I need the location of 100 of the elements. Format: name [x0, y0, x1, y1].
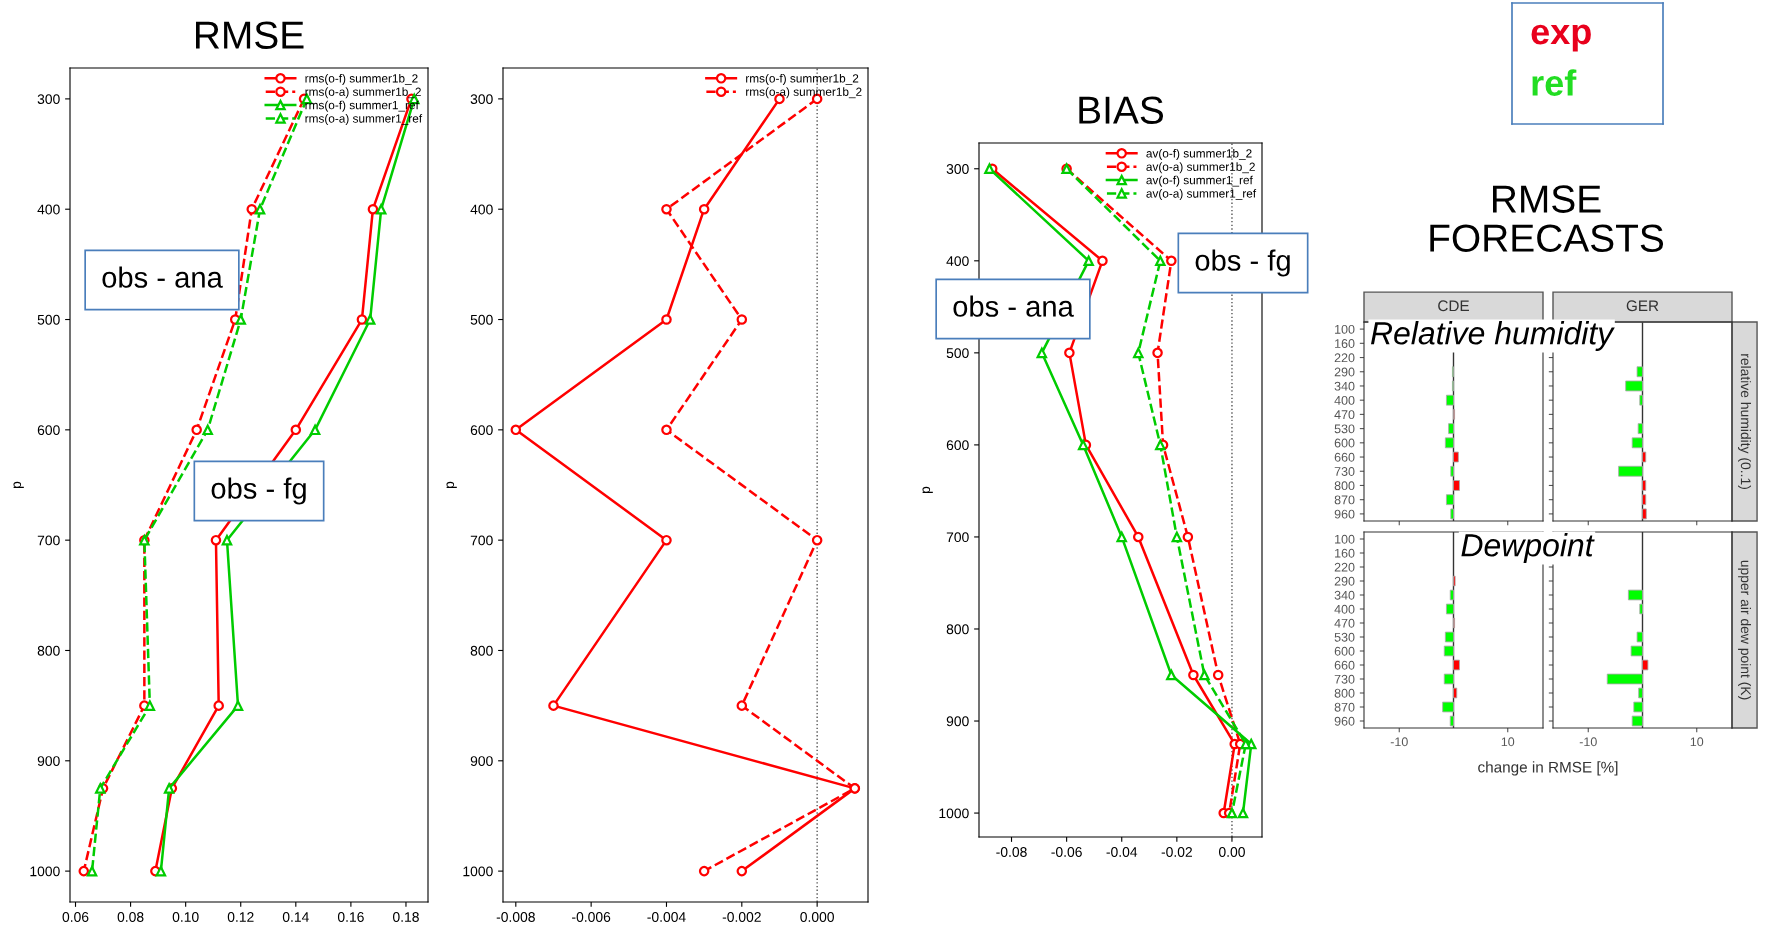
x-tick-label: 10 — [1690, 737, 1704, 747]
y-tick-label: 160 — [1335, 339, 1355, 348]
x-tick-label: 0.10 — [172, 912, 199, 922]
y-tick-label: 900 — [946, 716, 969, 727]
y-axis-title: p — [922, 486, 933, 493]
y-tick-label: 660 — [1334, 660, 1355, 670]
y-tick-label: 530 — [1334, 424, 1355, 434]
x-tick-label: -10 — [1579, 737, 1597, 747]
y-tick-label: 900 — [470, 756, 493, 766]
chart-subtitle: CDE — [1438, 300, 1469, 312]
x-tick-label: 0.16 — [337, 912, 364, 922]
x-tick-label: -0.06 — [1051, 847, 1082, 857]
y-tick-label: 700 — [37, 535, 60, 546]
y-tick-label: 870 — [1334, 702, 1355, 712]
annotation: obs - ana — [953, 295, 1074, 317]
chart-subtitle: GER — [1626, 300, 1659, 312]
y-tick-label: 900 — [37, 756, 60, 766]
y-tick-label: 400 — [1334, 395, 1355, 405]
chart-title: RMSE FORECASTS — [1430, 185, 1664, 252]
y-tick-label: 290 — [1334, 367, 1355, 377]
annotation: obs - ana — [102, 266, 223, 288]
x-tick-label: -0.02 — [1161, 847, 1192, 857]
x-tick-label: 0.00 — [1218, 847, 1245, 857]
y-tick-label: 300 — [37, 94, 60, 105]
y-tick-label: 700 — [946, 532, 969, 543]
x-tick-label: 0.18 — [393, 912, 419, 922]
y-tick-label: 600 — [37, 425, 60, 436]
x-axis-title: change in RMSE [%] — [1478, 761, 1618, 776]
y-tick-label: 400 — [946, 256, 969, 266]
y-tick-label: 700 — [470, 535, 493, 546]
y-tick-label: 300 — [946, 164, 969, 174]
y-tick-label: 500 — [946, 348, 969, 359]
legend-label: av(o-a) summer1_ref — [1146, 189, 1257, 200]
text: ref — [1532, 69, 1577, 96]
annotation: obs - fg — [211, 477, 306, 505]
y-tick-label: 600 — [1334, 438, 1355, 448]
y-tick-label: 1000 — [463, 866, 493, 877]
x-tick-label: -0.004 — [647, 912, 686, 922]
y2-axis-title: upper air dew point (K) — [1738, 560, 1751, 700]
legend-label: rms(o-f) summer1b_2 — [746, 73, 859, 85]
legend-label: av(o-a) summer1b_2 — [1146, 162, 1255, 174]
y-axis-title: p — [446, 481, 457, 488]
y-tick-label: 470 — [1334, 618, 1355, 628]
y-tick-label: 160 — [1335, 548, 1355, 558]
x-tick-label: -0.08 — [996, 847, 1027, 857]
y-tick-label: 290 — [1334, 576, 1355, 586]
x-tick-label: 10 — [1501, 737, 1515, 747]
y-tick-label: 400 — [37, 204, 60, 215]
y-tick-label: 600 — [1334, 646, 1355, 656]
x-tick-label: -0.04 — [1106, 847, 1138, 857]
y-tick-label: 800 — [37, 645, 60, 656]
y-tick-label: 530 — [1334, 632, 1355, 642]
text: exp — [1531, 24, 1591, 52]
y-tick-label: 470 — [1334, 410, 1355, 420]
x-tick-label: 0.14 — [282, 912, 309, 922]
y-tick-label: 340 — [1334, 381, 1355, 391]
legend-label: rms(o-a) summer1b_2 — [746, 87, 862, 99]
y-tick-label: 600 — [946, 440, 969, 451]
y-tick-label: 400 — [1334, 604, 1355, 614]
y-tick-label: 800 — [946, 624, 969, 635]
annotation: obs - fg — [1195, 249, 1290, 277]
y-tick-label: 960 — [1334, 716, 1355, 726]
y-tick-label: 730 — [1334, 467, 1355, 476]
y-tick-label: 1000 — [939, 808, 969, 819]
y-tick-label: 500 — [37, 314, 60, 325]
x-tick-label: 0.12 — [227, 912, 254, 922]
x-tick-label: 0.06 — [62, 912, 89, 922]
y-tick-label: 300 — [470, 94, 493, 105]
y-tick-label: 800 — [470, 645, 493, 656]
y2-axis-title: relative humidity (0..1) — [1738, 354, 1751, 489]
x-tick-label: -0.006 — [572, 912, 611, 922]
y-tick-label: 220 — [1334, 353, 1355, 363]
legend-label: av(o-f) summer1_ref — [1146, 175, 1253, 187]
y-tick-label: 400 — [470, 204, 493, 215]
x-tick-label: 0.08 — [117, 912, 144, 922]
y-tick-label: 500 — [470, 314, 493, 325]
y-tick-label: 600 — [470, 425, 493, 436]
y-tick-label: 1000 — [30, 866, 60, 877]
y-tick-label: 660 — [1334, 452, 1355, 462]
y-tick-label: 220 — [1334, 562, 1355, 572]
annotation: Relative humidity — [1370, 321, 1615, 351]
x-tick-label: -0.002 — [722, 912, 761, 922]
y-tick-label: 800 — [1334, 481, 1355, 491]
y-tick-label: 800 — [1334, 688, 1355, 698]
x-tick-label: -0.008 — [496, 912, 535, 922]
y-tick-label: 870 — [1334, 495, 1355, 505]
legend-label: rms(o-f) summer1b_2 — [305, 73, 418, 85]
legend-label: av(o-f) summer1b_2 — [1146, 148, 1252, 160]
y-tick-label: 960 — [1334, 509, 1355, 519]
y-tick-label: 730 — [1334, 674, 1355, 684]
y-tick-label: 100 — [1335, 534, 1355, 544]
chart-title: BIAS — [1079, 96, 1164, 124]
y-axis-title: p — [13, 481, 24, 488]
y-tick-label: 100 — [1335, 324, 1355, 334]
annotation: Dewpoint — [1461, 533, 1595, 563]
x-tick-label: -10 — [1390, 737, 1408, 747]
chart-title: RMSE — [196, 21, 304, 49]
legend-label: rms(o-a) summer1b_2 — [305, 87, 421, 99]
x-tick-label: 0.000 — [800, 912, 834, 922]
y-tick-label: 340 — [1334, 590, 1355, 600]
